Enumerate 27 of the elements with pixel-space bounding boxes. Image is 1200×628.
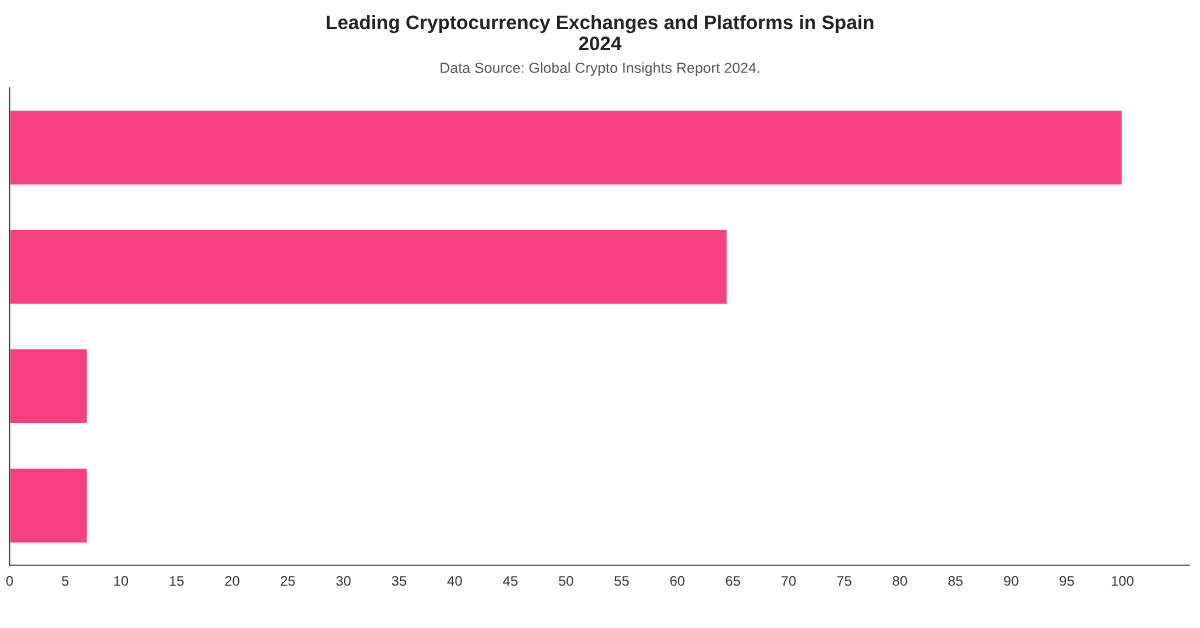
bar: [9, 467, 89, 544]
x-tick-label: 40: [447, 575, 462, 586]
x-tick-label: 75: [837, 576, 852, 586]
x-tick-label: 90: [1004, 575, 1019, 586]
chart-subtitle: Data Source: Global Crypto Insights Report 2024.: [440, 62, 760, 76]
x-tick-label: 80: [892, 575, 908, 586]
x-tick-label: 5: [61, 576, 69, 586]
x-tick-label: 100: [1111, 575, 1134, 586]
x-tick-label: 15: [169, 576, 184, 586]
bar: [9, 109, 1124, 186]
x-tick-label: 85: [948, 575, 963, 586]
bar: [9, 347, 89, 425]
x-tick-label: 20: [225, 575, 240, 586]
x-tick-label: 35: [391, 575, 407, 586]
x-tick-label: 25: [280, 575, 295, 586]
x-tick-label: 45: [502, 576, 518, 586]
bar: [9, 228, 729, 306]
x-tick-label: 65: [725, 575, 741, 586]
x-tick-label: 30: [336, 575, 351, 586]
x-tick-label: 55: [614, 576, 629, 586]
x-tick-label: 50: [558, 575, 574, 586]
x-tick-label: 95: [1059, 575, 1074, 586]
x-tick-label: 60: [670, 575, 685, 586]
x-tick-label: 70: [781, 575, 796, 586]
x-tick-label: 10: [114, 575, 129, 586]
chart-title: Leading Cryptocurrency Exchanges and Platforms in Spain 2024: [326, 14, 874, 51]
x-tick-label: 0: [6, 575, 13, 586]
